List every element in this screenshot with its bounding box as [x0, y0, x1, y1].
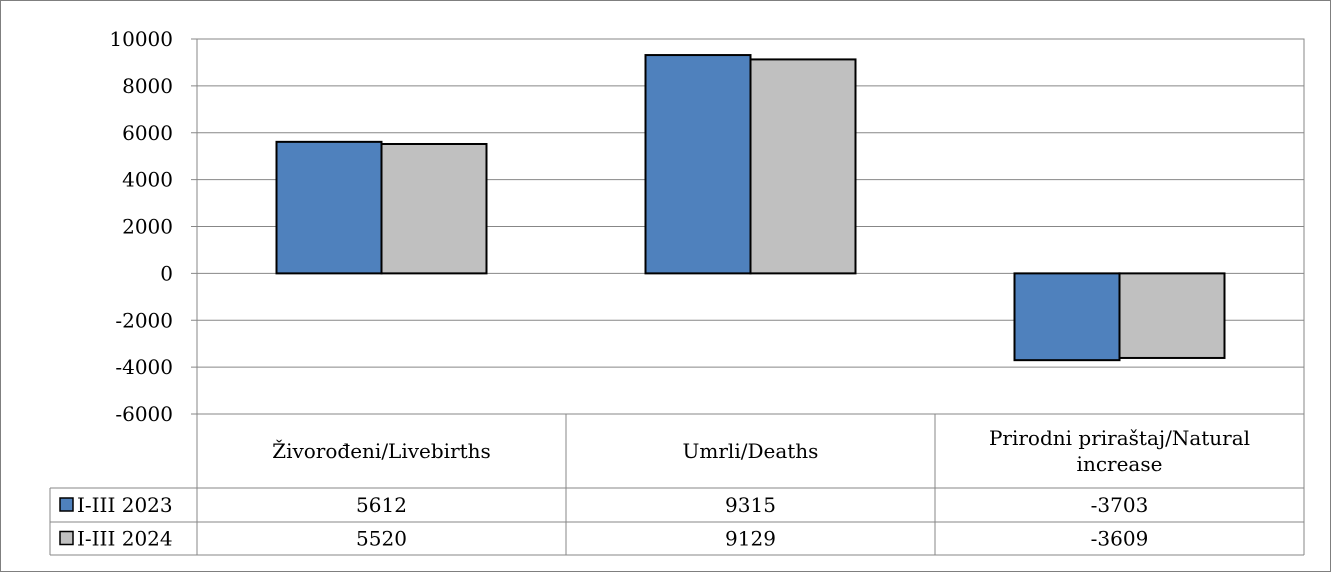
bar [1118, 272, 1226, 359]
category-label: Umrli/Deaths [683, 439, 819, 463]
legend-key [59, 497, 74, 512]
legend-key [59, 530, 74, 546]
y-tick-label: 0 [160, 261, 173, 285]
data-table-value: -3609 [1091, 527, 1149, 551]
y-tick-label: 10000 [109, 27, 173, 51]
data-table-value: -3703 [1091, 493, 1149, 517]
y-tick-label: 4000 [122, 168, 173, 192]
bar [749, 58, 857, 275]
data-table-value: 5520 [356, 527, 407, 551]
bar [380, 143, 488, 275]
category-label: Prirodni priraštaj/Natural [989, 426, 1250, 450]
y-tick-label: 8000 [122, 74, 173, 98]
y-tick-label: -2000 [115, 308, 173, 332]
data-table-value: 9129 [725, 527, 776, 551]
bar [1013, 272, 1121, 362]
data-table-value: 9315 [725, 493, 776, 517]
data-table-value: 5612 [356, 493, 407, 517]
y-tick-label: 2000 [122, 215, 173, 239]
bar [275, 140, 383, 275]
y-tick-label: 6000 [122, 121, 173, 145]
bar [644, 54, 752, 275]
category-label: increase [1077, 452, 1163, 476]
legend-label: I-III 2024 [77, 527, 173, 551]
category-label: Živorođeni/Livebirths [272, 439, 491, 463]
y-tick-label: -4000 [115, 355, 173, 379]
legend-label: I-III 2023 [77, 493, 173, 517]
plot-area [196, 38, 1305, 415]
y-tick-label: -6000 [115, 402, 173, 426]
